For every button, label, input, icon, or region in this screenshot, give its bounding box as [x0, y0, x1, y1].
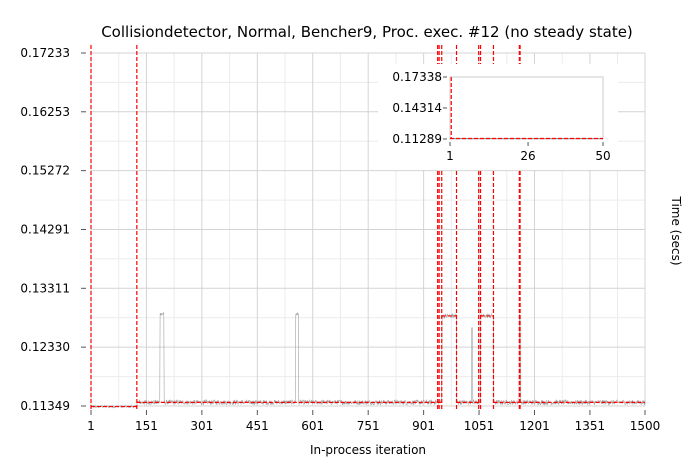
x-tick-label: 901 — [412, 419, 435, 433]
y-tick-label: 0.16253 — [20, 105, 70, 119]
inset-background — [378, 64, 618, 170]
x-tick-label: 751 — [357, 419, 380, 433]
y-tick-label: 0.17233 — [20, 46, 70, 60]
y-tick-label: 0.13311 — [20, 281, 70, 295]
main-series — [90, 311, 646, 409]
chart-title: Collisiondetector, Normal, Bencher9, Pro… — [101, 23, 633, 41]
timing-series-line — [90, 311, 646, 409]
x-tick-label: 151 — [135, 419, 158, 433]
x-tick-label: 601 — [301, 419, 324, 433]
inset-x-tick-label: 50 — [595, 149, 610, 163]
inset-x-tick-label: 26 — [520, 149, 535, 163]
x-tick-label: 1500 — [630, 419, 661, 433]
y-tick-label: 0.14291 — [20, 223, 70, 237]
y-axis-label: Time (secs) — [669, 195, 683, 265]
inset-x-tick-label: 1 — [446, 149, 454, 163]
x-tick-label: 451 — [246, 419, 269, 433]
main-means — [91, 315, 645, 408]
inset-frame — [449, 76, 604, 140]
inset-y-tick-label: 0.14314 — [392, 101, 442, 115]
y-tick-label: 0.11349 — [20, 399, 70, 413]
x-tick-label: 1051 — [464, 419, 495, 433]
inset-y-tick-label: 0.17338 — [392, 70, 442, 84]
y-tick-label: 0.15272 — [20, 164, 70, 178]
inset-y-tick-label: 0.11289 — [392, 132, 442, 146]
x-tick-label: 301 — [190, 419, 213, 433]
x-axis-label: In-process iteration — [310, 443, 426, 457]
x-tick-label: 1 — [87, 419, 95, 433]
inset-chart: 1 26 50 0.11289 0.14314 0.17338 — [378, 64, 618, 170]
main-ticks: 1 151 301 451 601 751 901 1051 1201 1351 1500 0.113… — [20, 46, 660, 433]
inset-grid — [449, 76, 604, 140]
x-tick-label: 1201 — [519, 419, 550, 433]
inset-series — [450, 77, 603, 140]
inset-ticks: 1 26 50 0.11289 0.14314 0.17338 — [392, 70, 610, 163]
y-tick-label: 0.12330 — [20, 340, 70, 354]
x-tick-label: 1351 — [575, 419, 606, 433]
